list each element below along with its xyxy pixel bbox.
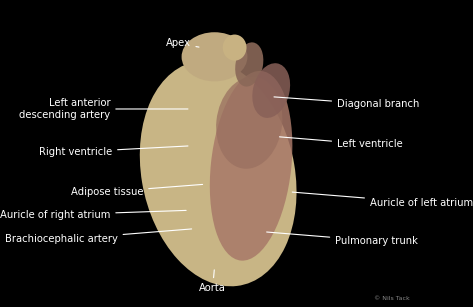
Ellipse shape — [223, 35, 246, 61]
Ellipse shape — [210, 71, 292, 261]
Ellipse shape — [252, 63, 290, 118]
Text: Brachiocephalic artery: Brachiocephalic artery — [5, 229, 192, 244]
Text: Adipose tissue: Adipose tissue — [70, 185, 202, 197]
Text: Aorta: Aorta — [199, 270, 226, 293]
Ellipse shape — [235, 42, 263, 87]
Text: © Nils Tack: © Nils Tack — [375, 296, 410, 301]
Text: Left ventricle: Left ventricle — [280, 137, 403, 149]
Text: Auricle of left atrium: Auricle of left atrium — [292, 192, 473, 208]
Text: Left anterior
descending artery: Left anterior descending artery — [19, 98, 188, 120]
Text: Apex: Apex — [166, 38, 199, 49]
Text: Diagonal branch: Diagonal branch — [274, 97, 420, 109]
Text: Auricle of right atrium: Auricle of right atrium — [0, 210, 186, 220]
Ellipse shape — [182, 32, 247, 81]
Ellipse shape — [140, 60, 297, 286]
Text: Right ventricle: Right ventricle — [39, 146, 188, 157]
Text: Pulmonary trunk: Pulmonary trunk — [267, 232, 418, 246]
Ellipse shape — [216, 77, 282, 169]
